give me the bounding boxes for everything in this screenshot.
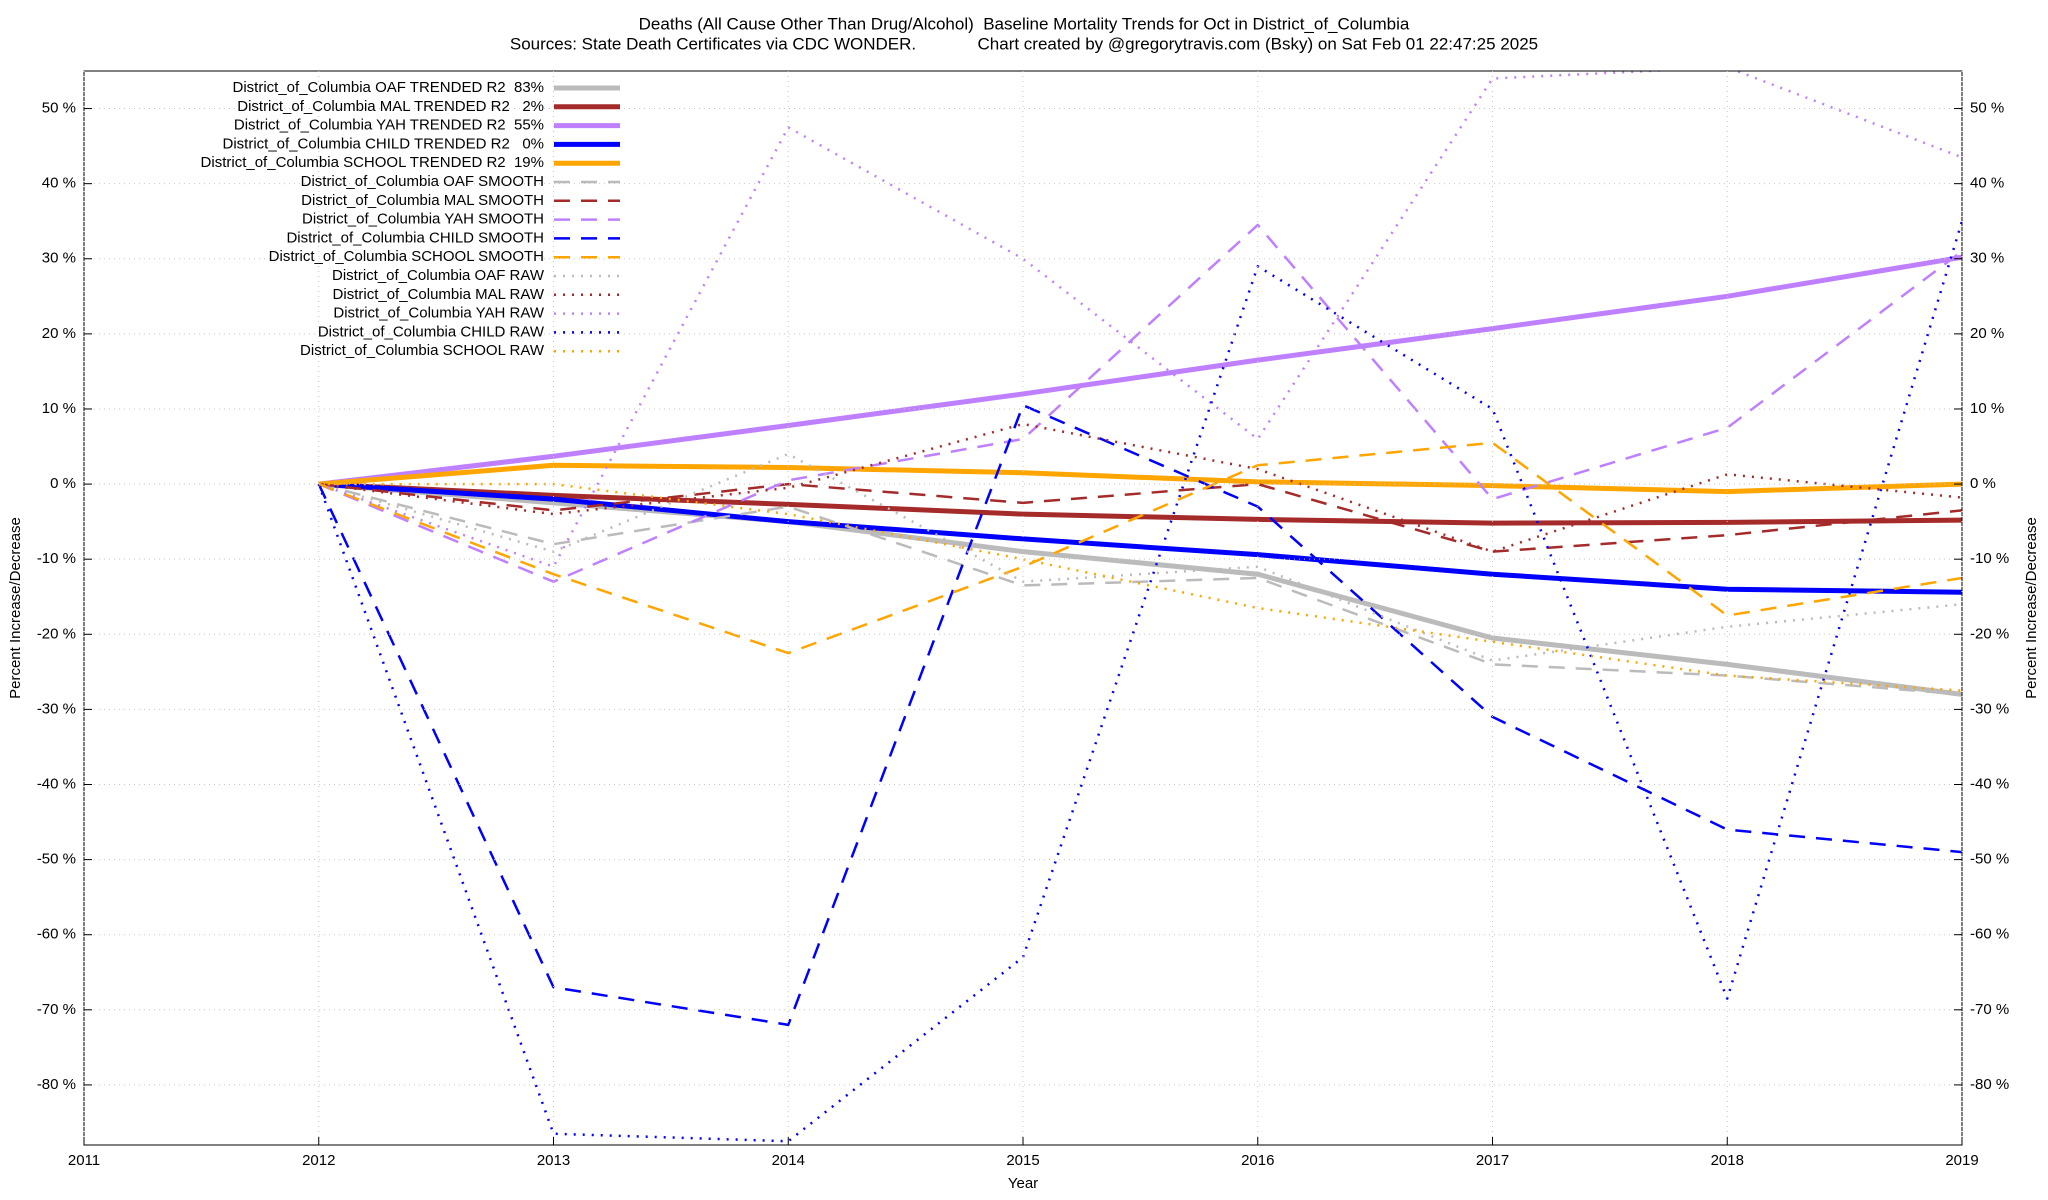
legend-label: District_of_Columbia SCHOOL TRENDED R2 1… xyxy=(201,154,544,171)
chart-subtitle: Sources: State Death Certificates via CD… xyxy=(510,34,1538,53)
y-tick-label: -10 % xyxy=(37,550,76,567)
y2-tick-label: -50 % xyxy=(1970,851,2009,868)
y-tick-label: 0 % xyxy=(50,475,76,492)
y-tick-label: -70 % xyxy=(37,1001,76,1018)
y-tick-label: -80 % xyxy=(37,1076,76,1093)
y-tick-label: 40 % xyxy=(42,175,76,192)
series-line xyxy=(318,452,1962,662)
legend-label: District_of_Columbia MAL SMOOTH xyxy=(301,192,544,209)
y2-tick-label: 10 % xyxy=(1970,400,2004,417)
series-line xyxy=(318,254,1962,487)
y2-tick-label: -30 % xyxy=(1970,700,2009,717)
series-line xyxy=(318,481,1962,595)
legend-label: District_of_Columbia OAF RAW xyxy=(332,267,545,284)
y2-tick-label: -10 % xyxy=(1970,550,2009,567)
y-tick-label: -30 % xyxy=(37,700,76,717)
y2-tick-label: -80 % xyxy=(1970,1076,2009,1093)
legend-label: District_of_Columbia SCHOOL RAW xyxy=(300,342,545,359)
x-tick-label: 2011 xyxy=(68,1152,100,1169)
y2-tick-label: 0 % xyxy=(1970,475,1996,492)
series-line xyxy=(318,422,1962,553)
series-line xyxy=(318,462,1962,495)
legend-label: District_of_Columbia YAH RAW xyxy=(333,305,544,322)
y2-tick-label: 20 % xyxy=(1970,325,2004,342)
series-line xyxy=(318,441,1962,655)
series-line xyxy=(318,482,1962,696)
x-tick-label: 2019 xyxy=(1945,1152,1978,1169)
x-tick-label: 2013 xyxy=(537,1152,570,1169)
plot-lines xyxy=(317,71,1962,1143)
y-tick-label: 30 % xyxy=(42,250,76,267)
y-tick-label: 10 % xyxy=(42,400,76,417)
y2-tick-label: -40 % xyxy=(1970,775,2009,792)
legend-label: District_of_Columbia YAH SMOOTH xyxy=(302,211,544,228)
x-tick-label: 2016 xyxy=(1241,1152,1274,1169)
y2-tick-label: -70 % xyxy=(1970,1001,2009,1018)
x-tick-label: 2014 xyxy=(772,1152,805,1169)
y-axis-label: Percent Increase/Decrease xyxy=(7,517,24,699)
y2-tick-label: 30 % xyxy=(1970,250,2004,267)
legend-label: District_of_Columbia YAH TRENDED R2 55% xyxy=(234,117,544,134)
x-tick-label: 2015 xyxy=(1006,1152,1039,1169)
y2-tick-label: 40 % xyxy=(1970,175,2004,192)
legend-label: District_of_Columbia SCHOOL SMOOTH xyxy=(269,248,544,265)
y-tick-label: -20 % xyxy=(37,625,76,642)
legend-label: District_of_Columbia OAF SMOOTH xyxy=(301,173,544,190)
y-tick-label: -50 % xyxy=(37,851,76,868)
y-tick-label: 20 % xyxy=(42,325,76,342)
legend-label: District_of_Columbia CHILD RAW xyxy=(318,323,545,340)
y2-tick-label: -20 % xyxy=(1970,625,2009,642)
x-axis-label: Year xyxy=(1008,1175,1038,1192)
y2-tick-label: -60 % xyxy=(1970,926,2009,943)
legend-label: District_of_Columbia MAL RAW xyxy=(333,286,545,303)
y2-axis-label: Percent Increase/Decrease xyxy=(2023,517,2040,699)
series-line xyxy=(317,220,1962,1143)
chart-title: Deaths (All Cause Other Than Drug/Alcoho… xyxy=(639,14,1410,33)
x-tick-label: 2018 xyxy=(1711,1152,1744,1169)
legend-label: District_of_Columbia MAL TRENDED R2 2% xyxy=(237,98,544,115)
y-tick-label: 50 % xyxy=(42,100,76,117)
series-line xyxy=(317,403,1962,1027)
x-tick-label: 2017 xyxy=(1476,1152,1509,1169)
series-line xyxy=(318,482,1962,553)
legend-label: District_of_Columbia OAF TRENDED R2 83% xyxy=(233,79,544,96)
y-tick-label: -40 % xyxy=(37,775,76,792)
y-tick-label: -60 % xyxy=(37,926,76,943)
series-line xyxy=(318,223,1962,583)
legend-label: District_of_Columbia CHILD SMOOTH xyxy=(286,229,544,246)
legend-label: District_of_Columbia CHILD TRENDED R2 0% xyxy=(223,135,544,152)
x-tick-label: 2012 xyxy=(302,1152,335,1169)
y2-tick-label: 50 % xyxy=(1970,100,2004,117)
